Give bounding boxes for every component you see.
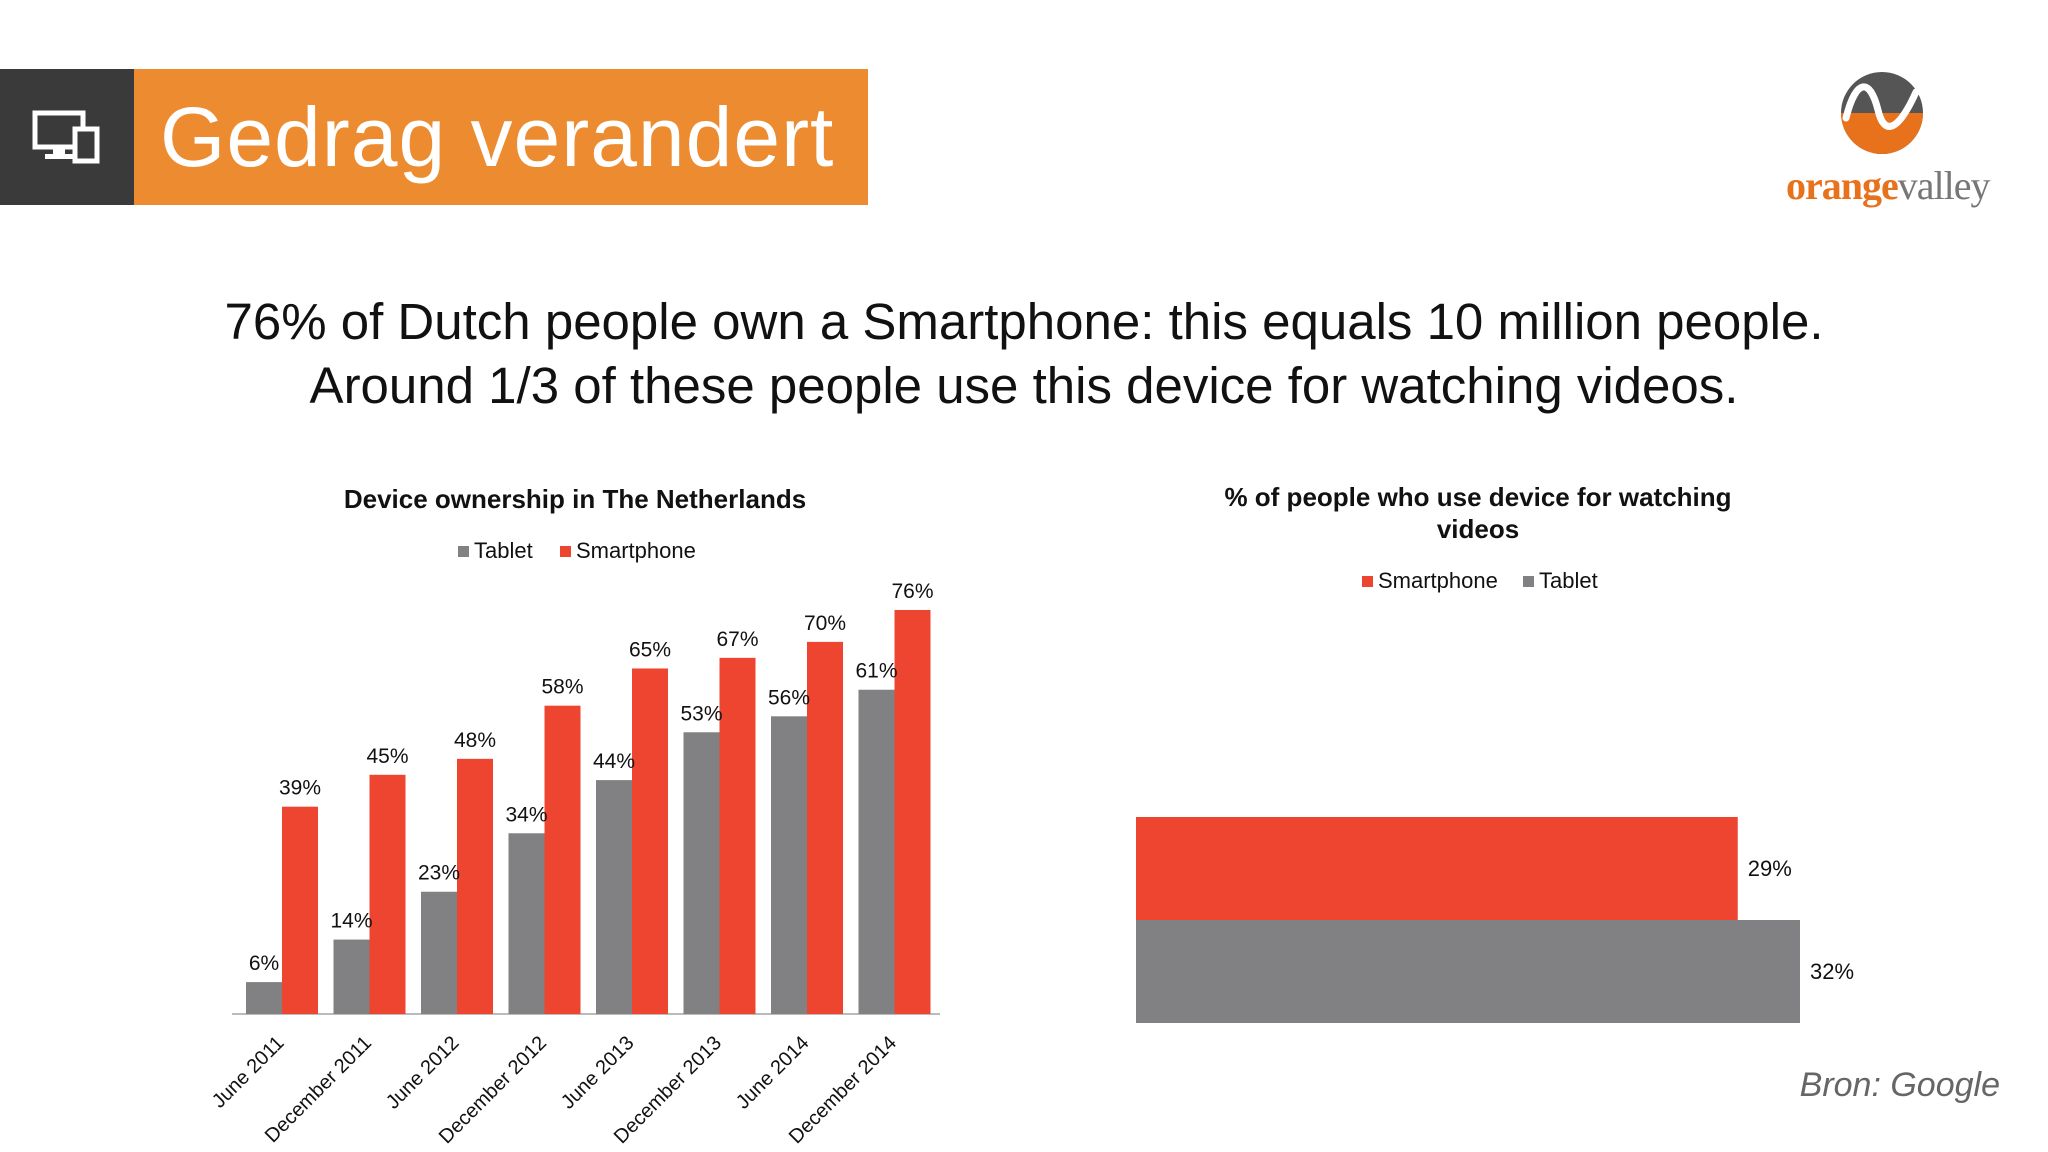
chart1-bar-smartphone — [369, 774, 406, 1014]
chart1-data-label-tablet: 61% — [855, 660, 897, 683]
chart2-bar-smartphone — [1136, 817, 1738, 920]
chart1-bar-tablet — [246, 982, 282, 1014]
chart1-data-label-tablet: 56% — [768, 686, 810, 709]
chart1-data-label-smartphone: 45% — [366, 745, 408, 768]
chart1-data-label-tablet: 14% — [330, 910, 372, 933]
chart1-data-label-smartphone: 65% — [629, 638, 671, 661]
chart2-bar-tablet — [1136, 920, 1800, 1023]
source-note: Bron: Google — [1799, 1066, 2000, 1104]
chart1-category-label: June 2013 — [557, 1032, 639, 1114]
chart1-bar-tablet — [421, 891, 457, 1014]
charts-area: Device ownership in The Netherlands Table… — [208, 482, 1854, 1148]
logo-mark — [1841, 72, 1923, 154]
title-icon-box — [0, 69, 134, 205]
chart1-data-label-tablet: 53% — [680, 702, 722, 725]
chart1-category-label: June 2014 — [732, 1032, 814, 1114]
chart1-bar-smartphone — [894, 610, 931, 1014]
chart1-bar-smartphone — [632, 668, 668, 1014]
chart1-data-label-tablet: 44% — [593, 750, 635, 773]
chart2-legend-label-0: Smartphone — [1378, 568, 1498, 593]
chart1-bar-tablet — [333, 939, 370, 1014]
chart1-legend-label-1: Smartphone — [576, 538, 696, 563]
chart2-title-line1: % of people who use device for watching — [1224, 482, 1731, 512]
chart1-data-label-smartphone: 58% — [541, 676, 583, 699]
chart1-bar-tablet — [508, 833, 545, 1014]
chart1-bar-tablet — [596, 780, 632, 1014]
logo-word-valley: valley — [1897, 163, 1991, 208]
chart1-data-label-smartphone: 67% — [716, 628, 758, 651]
chart1-data-label-tablet: 6% — [249, 952, 279, 975]
chart1-legend-swatch-0 — [458, 546, 469, 557]
headline-line-1: 76% of Dutch people own a Smartphone: th… — [224, 293, 1824, 350]
slide-title: Gedrag verandert — [160, 89, 835, 184]
chart1-bar-smartphone — [457, 758, 493, 1014]
chart1-data-label-smartphone: 70% — [804, 612, 846, 635]
orangevalley-logo: orangevalley — [1780, 70, 1990, 210]
chart1-data-label-tablet: 23% — [418, 862, 460, 885]
chart1-data-label-smartphone: 48% — [454, 729, 496, 752]
chart1-legend-swatch-1 — [560, 546, 571, 557]
chart1-title: Device ownership in The Netherlands — [344, 484, 806, 514]
chart1-bar-tablet — [771, 716, 807, 1014]
chart1-legend-label-0: Tablet — [474, 538, 533, 563]
chart2-legend-swatch-0 — [1362, 576, 1373, 587]
chart1-category-label: June 2012 — [382, 1032, 464, 1114]
headline-line-2: Around 1/3 of these people use this devi… — [309, 357, 1739, 414]
chart2-data-label-tablet: 32% — [1810, 959, 1854, 984]
chart1-bar-smartphone — [282, 806, 318, 1014]
chart2-legend-swatch-1 — [1523, 576, 1534, 587]
chart1-data-label-smartphone: 76% — [891, 580, 933, 603]
title-box: Gedrag verandert — [134, 69, 868, 205]
chart1-category-label: June 2011 — [208, 1032, 289, 1113]
chart1-data-label-tablet: 34% — [505, 803, 547, 826]
chart1-data-label-smartphone: 39% — [279, 777, 321, 800]
chart1-bar-tablet — [858, 689, 895, 1014]
logo-wordmark: orangevalley — [1786, 162, 1990, 209]
devices-icon — [32, 110, 100, 164]
chart1-bar-smartphone — [719, 657, 756, 1014]
logo-word-orange: orange — [1786, 163, 1899, 208]
chart2-data-label-smartphone: 29% — [1748, 856, 1792, 881]
chart2-title-line2: videos — [1437, 514, 1519, 544]
chart1-bar-tablet — [683, 732, 720, 1014]
chart1-bar-smartphone — [807, 641, 843, 1014]
title-bar: Gedrag verandert — [0, 69, 868, 205]
headline: 76% of Dutch people own a Smartphone: th… — [0, 290, 2048, 418]
chart1-bar-smartphone — [544, 705, 581, 1014]
chart2-legend-label-1: Tablet — [1539, 568, 1598, 593]
